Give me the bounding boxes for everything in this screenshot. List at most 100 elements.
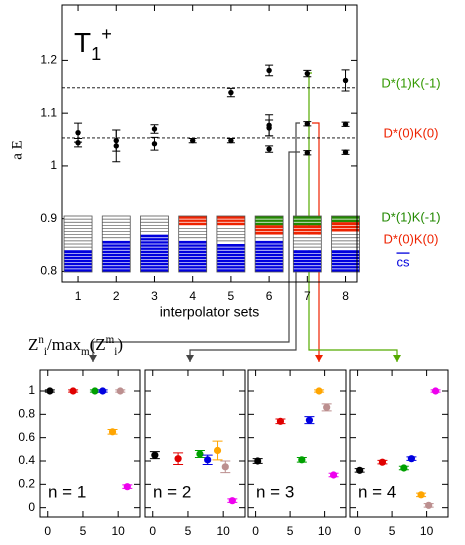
data-point [266, 67, 272, 74]
label: Zni/maxm(Zmi) [28, 334, 123, 358]
data-point [323, 403, 331, 411]
data-point [151, 451, 159, 459]
data-point [75, 140, 81, 146]
y-tick-label: 0 [28, 500, 35, 514]
data-point [417, 491, 425, 499]
operator-legend: D*(1)K(-1) [381, 209, 440, 224]
operator-box [178, 215, 208, 273]
x-tick-label: 10 [111, 524, 125, 538]
panel-annotation: n = 1 [48, 482, 86, 501]
panel-annotation: n = 3 [256, 482, 294, 501]
label-part: m [81, 346, 90, 358]
data-point [46, 387, 54, 395]
operator-block [293, 225, 322, 235]
data-point [254, 457, 262, 465]
y-tick-label: 1.1 [40, 105, 57, 119]
x-tick-label: 5 [287, 524, 294, 538]
label: T1+ [74, 24, 112, 64]
label-part: T [74, 27, 91, 58]
data-point [425, 501, 433, 509]
plot-frame [349, 369, 449, 518]
operator-box [216, 215, 246, 273]
data-point [228, 89, 234, 96]
data-point [151, 141, 158, 147]
data-point [123, 483, 131, 491]
operator-box [63, 215, 93, 273]
data-point [400, 464, 408, 472]
panel-annotation: n = 2 [153, 482, 191, 501]
x-tick-label: 10 [318, 524, 332, 538]
label-part: 1 [91, 44, 101, 64]
y-tick-label: 0.8 [18, 407, 35, 421]
data-point [342, 149, 349, 155]
y-tick-label: 1 [50, 158, 57, 172]
connector-arrows [89, 72, 401, 362]
data-point [304, 70, 311, 77]
data-point [174, 455, 182, 463]
operator-box [331, 215, 360, 273]
arrow [308, 72, 401, 362]
label-part: i [44, 346, 47, 358]
operator-block [178, 225, 207, 241]
plot-frame [61, 4, 358, 283]
data-point [75, 129, 81, 136]
data-point [196, 450, 204, 458]
y-tick-label: 0.8 [40, 264, 57, 278]
data-point [407, 455, 416, 463]
label-part: n [38, 334, 44, 346]
operator-legend: D*(0)K(0) [384, 231, 439, 246]
data-point [431, 387, 440, 395]
data-point [213, 446, 222, 455]
x-tick-label: 10 [216, 524, 230, 538]
operator-box [254, 215, 284, 273]
data-point [276, 417, 285, 425]
x-tick-label: 6 [266, 289, 273, 303]
label-part: /max [47, 335, 81, 354]
data-point [221, 463, 229, 471]
label-part: i [114, 346, 117, 358]
x-tick-label: 7 [304, 289, 311, 303]
data-point [356, 466, 364, 474]
arrow [89, 151, 300, 362]
operator-block [255, 225, 284, 235]
x-tick-label: 0 [354, 524, 361, 538]
x-tick-label: 1 [75, 289, 82, 303]
data-point [228, 137, 234, 144]
data-point [342, 77, 349, 84]
y-tick-label: 1 [28, 383, 35, 397]
data-point [315, 387, 323, 395]
x-tick-label: 4 [189, 289, 196, 303]
operator-box [292, 215, 322, 273]
x-tick-label: 5 [389, 524, 396, 538]
operator-legend: cs [397, 254, 411, 269]
y-tick-label: 0.6 [18, 430, 35, 444]
plot-frame [247, 369, 347, 518]
y-tick-label: 0.4 [18, 453, 35, 467]
label-part: (Z [90, 335, 106, 354]
data-point [99, 387, 107, 395]
data-point [342, 121, 349, 127]
data-point [329, 471, 338, 479]
x-tick-label: 2 [113, 289, 120, 303]
data-point [298, 456, 306, 464]
operator-block [255, 216, 284, 226]
operator-block [216, 216, 245, 226]
operator-block [216, 244, 245, 272]
data-point [108, 428, 117, 436]
operator-block [293, 234, 322, 251]
x-tick-label: 8 [342, 289, 349, 303]
data-point [304, 150, 311, 156]
plot-frame [39, 369, 141, 518]
x-axis-label: interpolator sets [160, 304, 260, 320]
y-tick-label: 0.2 [18, 477, 35, 491]
operator-block [293, 250, 322, 272]
data-point [91, 387, 99, 395]
label-part: m [106, 334, 115, 346]
data-point [113, 143, 119, 149]
panel-annotation: n = 4 [358, 482, 396, 501]
data-point [69, 387, 77, 395]
data-point [378, 458, 387, 466]
label-part: ) [117, 335, 123, 354]
x-tick-label: 5 [80, 524, 87, 538]
operator-block [331, 222, 360, 232]
